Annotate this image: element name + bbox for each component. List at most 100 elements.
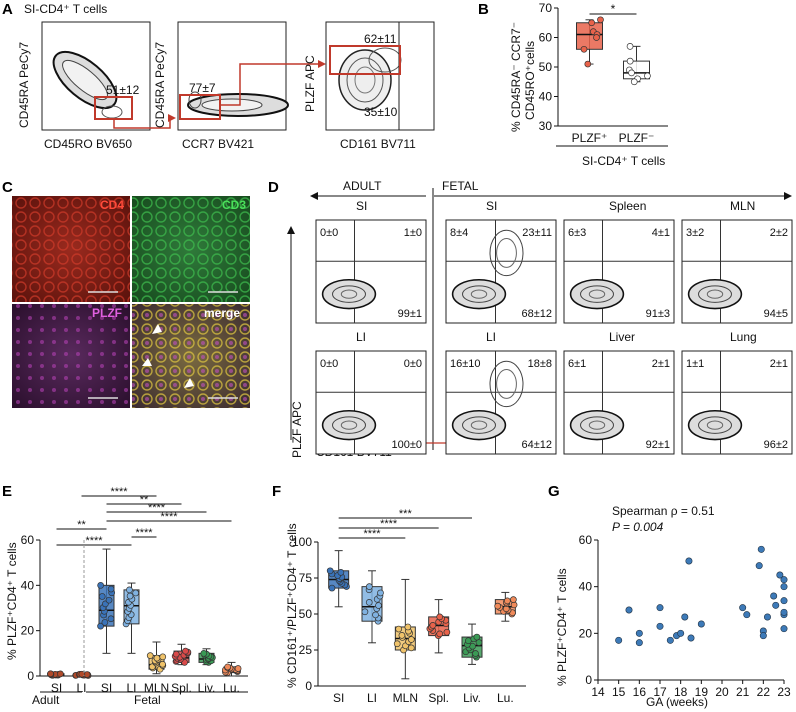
- data-point: [580, 45, 588, 53]
- data-point: [146, 652, 154, 659]
- gate-value: 51±12: [106, 83, 140, 97]
- gate-box: [179, 94, 221, 120]
- arrow-up-icon: [287, 226, 295, 234]
- quadrant-br-value: 64±12: [521, 439, 552, 451]
- quadrant-br-value: 68±12: [521, 308, 552, 320]
- data-point: [635, 629, 643, 637]
- y-tick-label: 0: [585, 673, 592, 687]
- data-point: [393, 640, 401, 648]
- arrowhead-icon: [184, 378, 194, 388]
- arrow-left-icon: [310, 192, 318, 200]
- data-point: [780, 625, 788, 633]
- data-point: [473, 633, 481, 641]
- significance-label: ****: [110, 486, 128, 498]
- contour: [569, 409, 625, 441]
- y-tick-label: 40: [579, 580, 593, 594]
- data-point: [626, 57, 634, 65]
- significance-label: ****: [363, 528, 381, 540]
- contour: [470, 289, 488, 299]
- y-axis-label: % PLZF⁺CD4⁺ T cells: [5, 542, 19, 660]
- data-point: [436, 613, 444, 621]
- contour: [489, 360, 524, 408]
- panel-a-letter: A: [2, 1, 13, 18]
- data-point: [365, 583, 373, 590]
- x-tick-label: SI: [101, 681, 112, 695]
- spearman-stat: Spearman ρ = 0.51: [612, 504, 715, 518]
- x-tick-label: 15: [612, 685, 626, 699]
- data-point: [398, 631, 406, 639]
- contour: [321, 278, 377, 310]
- quadrant-tl-value: 16±10: [450, 358, 481, 370]
- data-point: [107, 585, 115, 593]
- contour: [489, 229, 524, 277]
- y-tick-label: 30: [539, 119, 553, 133]
- x-tick-label: Liv.: [463, 691, 481, 705]
- data-point: [510, 596, 517, 603]
- contour: [588, 420, 606, 430]
- y-tick-label: 70: [539, 1, 553, 15]
- data-point: [770, 592, 778, 600]
- y-tick-label: 20: [579, 626, 593, 640]
- y-tick-label: 60: [579, 533, 593, 547]
- data-point: [494, 602, 502, 610]
- quadrant-tr-value: 2±2: [770, 227, 788, 239]
- data-point: [404, 623, 412, 631]
- significance-label: ****: [148, 502, 166, 514]
- data-point: [656, 622, 664, 630]
- plot-title: Liver: [609, 330, 635, 344]
- quadrant-br-value: 91±3: [646, 308, 670, 320]
- x-tick-label: Lu.: [223, 681, 240, 695]
- y-tick-label: 50: [539, 60, 553, 74]
- y-tick-label: 40: [21, 578, 35, 592]
- data-point: [780, 583, 788, 591]
- contour: [687, 409, 743, 441]
- arrowhead-icon: [152, 324, 162, 334]
- y-tick-label: 0: [305, 679, 312, 693]
- data-point: [328, 584, 336, 592]
- x-tick-label: 22: [757, 685, 771, 699]
- x-tick-label: LI: [76, 681, 86, 695]
- y-tick-label: 25: [299, 643, 313, 657]
- data-point: [759, 632, 767, 640]
- data-point: [615, 636, 623, 644]
- gate-box: [329, 45, 401, 75]
- data-point: [132, 589, 140, 597]
- data-point: [126, 592, 134, 600]
- quadrant-tl-value: 0±0: [320, 227, 338, 239]
- y-axis-label: PLZF APC: [303, 55, 317, 112]
- data-point: [126, 586, 133, 594]
- panel-c-letter: C: [2, 179, 13, 196]
- y-axis-label: PLZF APC: [290, 401, 304, 458]
- x-tick-label: LI: [367, 691, 377, 705]
- data-point: [503, 597, 511, 605]
- x-tick-label: 23: [777, 685, 791, 699]
- data-point: [625, 606, 633, 614]
- data-point: [97, 622, 104, 630]
- data-point: [182, 647, 189, 655]
- contour: [321, 409, 377, 441]
- fetal-label: FETAL: [442, 179, 479, 193]
- x-tick-label: SI: [51, 681, 62, 695]
- data-point: [472, 650, 479, 657]
- cd3-label: CD3: [222, 198, 246, 212]
- contour: [569, 278, 625, 310]
- contour: [580, 285, 614, 303]
- data-point: [776, 571, 784, 579]
- significance-label: ****: [135, 527, 153, 539]
- contour: [470, 420, 488, 430]
- x-axis-label: GA (weeks): [646, 695, 708, 709]
- data-point: [697, 620, 705, 628]
- significance-label: *: [611, 2, 616, 16]
- data-point: [200, 649, 208, 657]
- significance-label: ****: [85, 535, 103, 547]
- x-tick-label: Spl.: [171, 681, 192, 695]
- y-axis-label: % CD161⁺/PLZF⁺CD4⁺ T cells: [285, 523, 299, 688]
- quadrant-tl-value: 3±2: [686, 227, 704, 239]
- data-point: [739, 604, 747, 612]
- data-point: [757, 545, 765, 553]
- gate-value-bottom: 35±10: [364, 105, 398, 119]
- x-tick-label: 17: [653, 685, 667, 699]
- data-point: [361, 608, 369, 616]
- data-point: [475, 639, 483, 646]
- contour: [706, 420, 724, 430]
